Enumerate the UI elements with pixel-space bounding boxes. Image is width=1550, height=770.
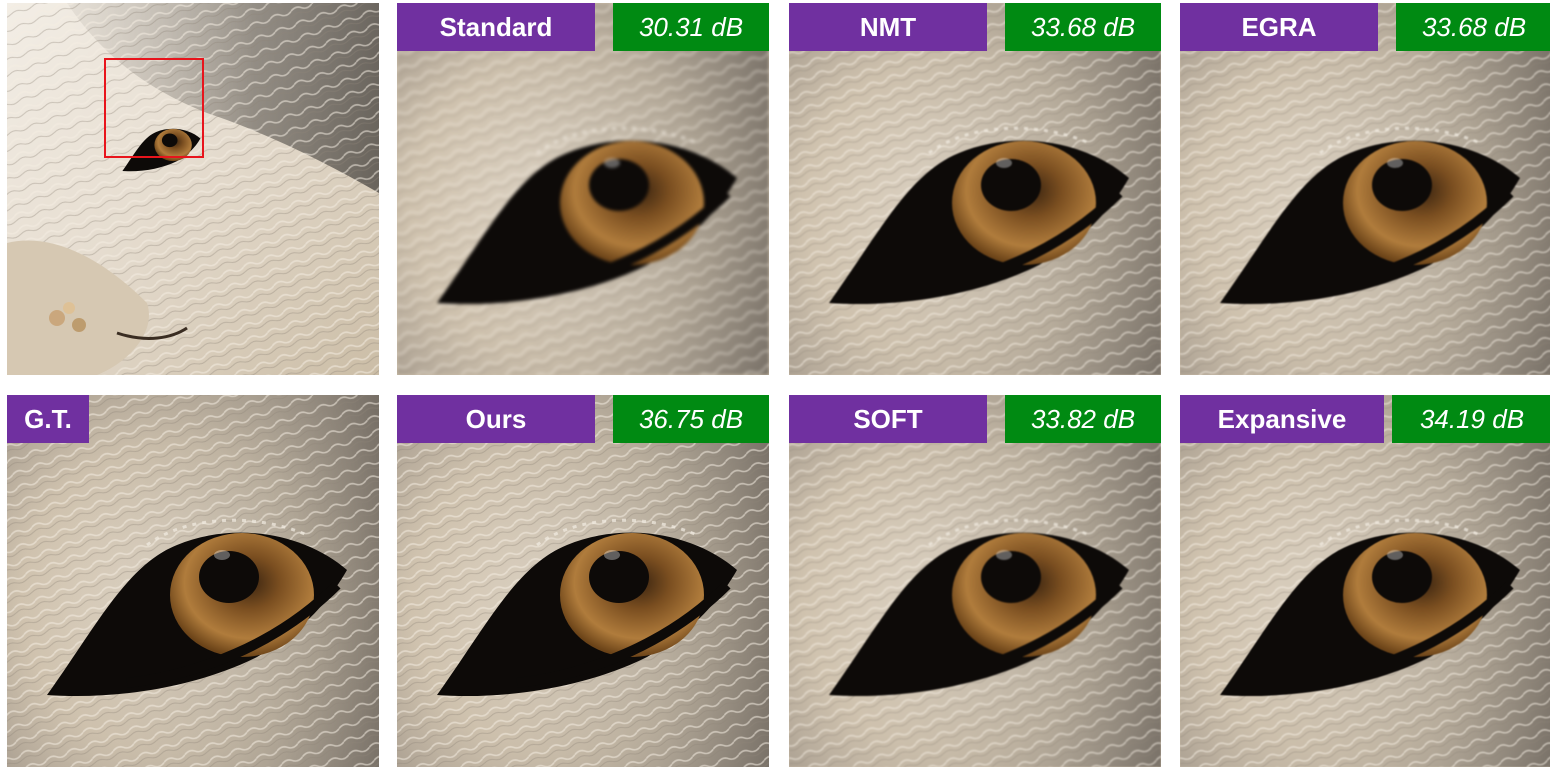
psnr-label: 34.19 dB bbox=[1392, 395, 1550, 443]
method-label: Expansive bbox=[1180, 395, 1384, 443]
method-label: SOFT bbox=[789, 395, 987, 443]
method-label: Standard bbox=[397, 3, 595, 51]
overview-image-panel bbox=[7, 3, 379, 375]
egra-eye-crop bbox=[1180, 3, 1550, 375]
method-label: Ours bbox=[397, 395, 595, 443]
method-label: NMT bbox=[789, 3, 987, 51]
soft-result-panel: SOFT 33.82 dB bbox=[789, 395, 1161, 767]
wolf-face-photo bbox=[7, 3, 379, 375]
egra-result-panel: EGRA 33.68 dB bbox=[1180, 3, 1550, 375]
nmt-eye-crop bbox=[789, 3, 1161, 375]
method-label: G.T. bbox=[7, 395, 89, 443]
expansive-eye-crop bbox=[1180, 395, 1550, 767]
nmt-result-panel: NMT 33.68 dB bbox=[789, 3, 1161, 375]
ours-result-panel: Ours 36.75 dB bbox=[397, 395, 769, 767]
standard-result-panel: Standard 30.31 dB bbox=[397, 3, 769, 375]
zoom-region-box bbox=[104, 58, 204, 158]
expansive-result-panel: Expansive 34.19 dB bbox=[1180, 395, 1550, 767]
standard-eye-crop bbox=[397, 3, 769, 375]
ground-truth-panel: G.T. bbox=[7, 395, 379, 767]
psnr-label: 33.68 dB bbox=[1005, 3, 1161, 51]
psnr-label: 33.68 dB bbox=[1396, 3, 1550, 51]
ours-eye-crop bbox=[397, 395, 769, 767]
ground-truth-eye-crop bbox=[7, 395, 379, 767]
psnr-label: 36.75 dB bbox=[613, 395, 769, 443]
psnr-label: 30.31 dB bbox=[613, 3, 769, 51]
soft-eye-crop bbox=[789, 395, 1161, 767]
method-label: EGRA bbox=[1180, 3, 1378, 51]
psnr-label: 33.82 dB bbox=[1005, 395, 1161, 443]
